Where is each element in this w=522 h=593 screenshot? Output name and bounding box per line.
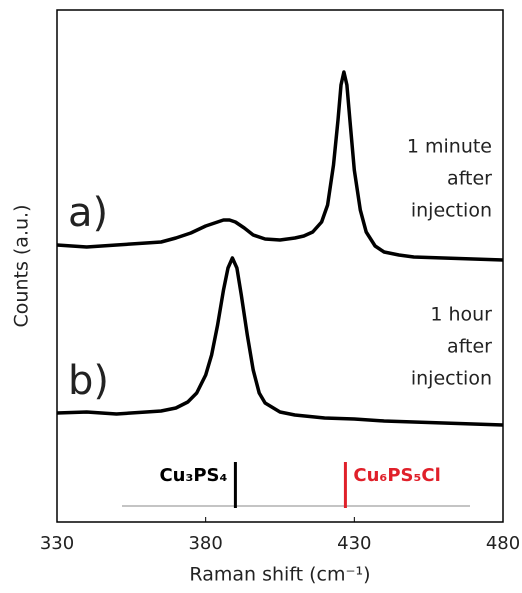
series-note: 1 minute <box>407 136 492 158</box>
reference-label: Cu₃PS₄ <box>159 465 227 486</box>
y-axis-label: Counts (a.u.) <box>11 205 33 328</box>
series-label: a) <box>68 190 108 236</box>
x-tick-label: 330 <box>40 533 74 554</box>
series-note: injection <box>411 200 492 222</box>
series-note: after <box>447 336 492 358</box>
x-axis-label: Raman shift (cm⁻¹) <box>189 564 370 586</box>
plot-frame <box>56 9 504 523</box>
spectrum-line <box>56 70 504 262</box>
spectrum-line <box>56 256 504 427</box>
series-note: 1 hour <box>430 304 492 326</box>
series-note: injection <box>411 368 492 390</box>
x-tick-label: 430 <box>337 533 371 554</box>
series-note: after <box>447 168 492 190</box>
reference-label: Cu₆PS₅Cl <box>353 465 440 486</box>
x-tick-label: 480 <box>486 533 520 554</box>
x-tick-label: 380 <box>188 533 222 554</box>
series-label: b) <box>68 358 109 404</box>
